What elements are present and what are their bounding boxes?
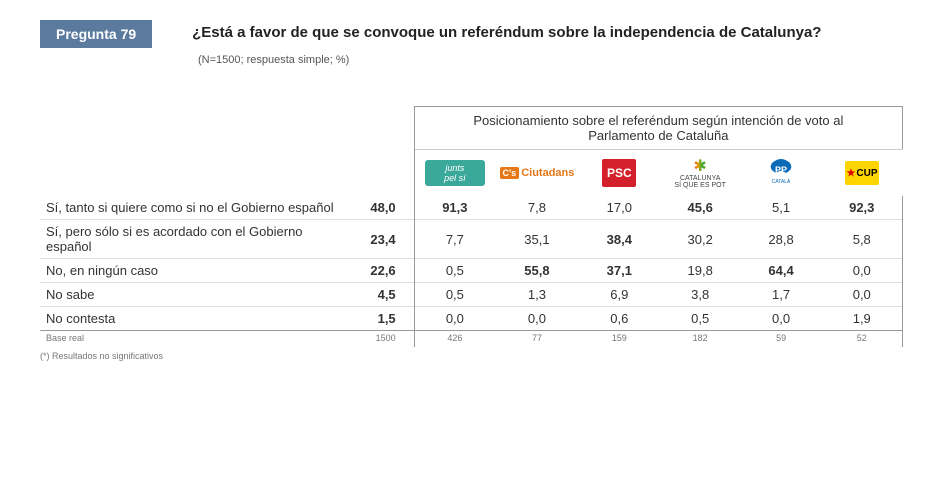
footnote: (*) Resultados no significativos — [40, 351, 903, 361]
group-header-row: Posicionamiento sobre el referéndum segú… — [40, 107, 903, 150]
cell-value: 0,0 — [495, 307, 579, 331]
party-logo-csp: ✱CATALUNYASÍ QUE ES POT — [660, 150, 741, 197]
row-total: 1,5 — [343, 307, 414, 331]
cell-value: 0,0 — [741, 307, 822, 331]
cell-value: 5,1 — [741, 196, 822, 220]
cell-value: 7,7 — [414, 220, 495, 259]
party-logo-pp: PP CATALÀ — [741, 150, 822, 197]
base-row: Base real 1500 426 77 159 182 59 52 — [40, 331, 903, 348]
base-total: 1500 — [343, 331, 414, 348]
party-logo-cup: ★CUP — [822, 150, 903, 197]
svg-text:CATALÀ: CATALÀ — [772, 178, 791, 185]
cell-value: 0,0 — [822, 283, 903, 307]
base-label: Base real — [40, 331, 343, 348]
table-row: No, en ningún caso22,60,555,837,119,864,… — [40, 259, 903, 283]
cell-value: 0,5 — [414, 259, 495, 283]
cell-value: 92,3 — [822, 196, 903, 220]
row-label: No sabe — [40, 283, 343, 307]
row-label: Sí, tanto si quiere como si no el Gobier… — [40, 196, 343, 220]
question-badge: Pregunta 79 — [40, 20, 152, 48]
cell-value: 17,0 — [579, 196, 660, 220]
table-row: No sabe4,50,51,36,93,81,70,0 — [40, 283, 903, 307]
question-text: ¿Está a favor de que se convoque un refe… — [192, 20, 821, 41]
group-title: Posicionamiento sobre el referéndum segú… — [414, 107, 902, 150]
row-label: Sí, pero sólo si es acordado con el Gobi… — [40, 220, 343, 259]
cell-value: 28,8 — [741, 220, 822, 259]
party-logo-row: juntspel sí C'sCiutadans PSC ✱CATALUNYAS… — [40, 150, 903, 197]
row-total: 48,0 — [343, 196, 414, 220]
cell-value: 37,1 — [579, 259, 660, 283]
table-row: Sí, pero sólo si es acordado con el Gobi… — [40, 220, 903, 259]
cell-value: 45,6 — [660, 196, 741, 220]
row-label: No contesta — [40, 307, 343, 331]
party-logo-ciutadans: C'sCiutadans — [495, 150, 579, 197]
row-label: No, en ningún caso — [40, 259, 343, 283]
cell-value: 35,1 — [495, 220, 579, 259]
cell-value: 30,2 — [660, 220, 741, 259]
row-total: 4,5 — [343, 283, 414, 307]
header: Pregunta 79 ¿Está a favor de que se conv… — [40, 20, 903, 48]
cell-value: 0,0 — [822, 259, 903, 283]
party-logo-psc: PSC — [579, 150, 660, 197]
cell-value: 1,9 — [822, 307, 903, 331]
table-row: No contesta1,50,00,00,60,50,01,9 — [40, 307, 903, 331]
row-total: 22,6 — [343, 259, 414, 283]
cell-value: 0,6 — [579, 307, 660, 331]
cell-value: 0,5 — [414, 283, 495, 307]
cell-value: 55,8 — [495, 259, 579, 283]
cell-value: 3,8 — [660, 283, 741, 307]
cell-value: 19,8 — [660, 259, 741, 283]
pp-icon: PP CATALÀ — [766, 159, 796, 185]
row-total: 23,4 — [343, 220, 414, 259]
cell-value: 1,7 — [741, 283, 822, 307]
cell-value: 38,4 — [579, 220, 660, 259]
cell-value: 0,0 — [414, 307, 495, 331]
table-row: Sí, tanto si quiere como si no el Gobier… — [40, 196, 903, 220]
results-table: Posicionamiento sobre el referéndum segú… — [40, 106, 903, 347]
cell-value: 91,3 — [414, 196, 495, 220]
question-note: (N=1500; respuesta simple; %) — [198, 54, 903, 66]
cell-value: 6,9 — [579, 283, 660, 307]
cell-value: 1,3 — [495, 283, 579, 307]
cell-value: 7,8 — [495, 196, 579, 220]
cell-value: 0,5 — [660, 307, 741, 331]
svg-text:PP: PP — [775, 165, 787, 175]
cell-value: 5,8 — [822, 220, 903, 259]
party-logo-junts: juntspel sí — [414, 150, 495, 197]
cell-value: 64,4 — [741, 259, 822, 283]
